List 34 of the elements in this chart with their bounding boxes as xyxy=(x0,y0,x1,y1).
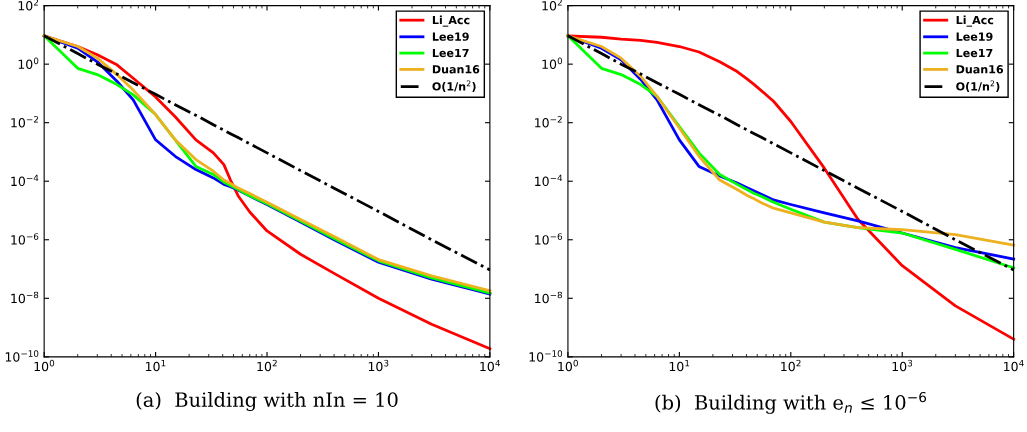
legend-label: Li_Acc xyxy=(956,15,994,27)
x-tick-label: 10$^{4}$ xyxy=(1004,359,1024,372)
y-tick-label: 10$^{−2}$ xyxy=(11,116,38,128)
legend-label: Duan16 xyxy=(956,65,1004,74)
legend-label: O(1/n$^{2}$) xyxy=(432,80,476,92)
y-tick-label: 10$^{0}$ xyxy=(542,57,563,69)
x-tick-label: 10$^{0}$ xyxy=(34,359,55,372)
y-tick-label: 10$^{−8}$ xyxy=(535,291,563,304)
y-tick-label: 10$^{−8}$ xyxy=(11,291,39,304)
y-tick-label: 10$^{0}$ xyxy=(18,57,39,69)
y-tick-label: 10$^{−6}$ xyxy=(11,233,39,245)
x-tick-label: 10$^{3}$ xyxy=(368,359,389,372)
y-tick-label: 10$^{−10}$ xyxy=(529,350,563,362)
legend-label: Lee17 xyxy=(956,48,993,58)
x-tick-label: 10$^{2}$ xyxy=(257,359,277,372)
x-tick-label: 10$^{4}$ xyxy=(480,359,500,372)
y-tick-label: 10$^{−10}$ xyxy=(5,350,39,362)
y-tick-label: 10$^{−6}$ xyxy=(535,233,563,245)
x-tick-label: 10$^{2}$ xyxy=(781,359,801,372)
legend-label: Lee19 xyxy=(956,32,993,41)
legend-label: O(1/n$^{2}$) xyxy=(956,80,1000,92)
x-tick-label: 10$^{1}$ xyxy=(669,359,690,372)
y-tick-label: 10$^{−2}$ xyxy=(535,116,562,128)
x-tick-label: 10$^{1}$ xyxy=(145,359,166,372)
y-tick-label: 10$^{−4}$ xyxy=(535,174,563,187)
legend-label: Duan16 xyxy=(432,65,480,74)
legend-label: Lee17 xyxy=(432,48,469,58)
y-tick-label: 10$^{−4}$ xyxy=(11,174,39,187)
x-tick-label: 10$^{3}$ xyxy=(892,359,913,372)
text: (b) Building with e$_{n}$ ≤ 10$^{−6}$ xyxy=(655,391,927,414)
legend-label: Li_Acc xyxy=(432,15,470,27)
text: (a) Building with nIn = 10 xyxy=(136,391,398,412)
legend-label: Lee19 xyxy=(432,32,469,41)
x-tick-label: 10$^{0}$ xyxy=(558,359,578,372)
